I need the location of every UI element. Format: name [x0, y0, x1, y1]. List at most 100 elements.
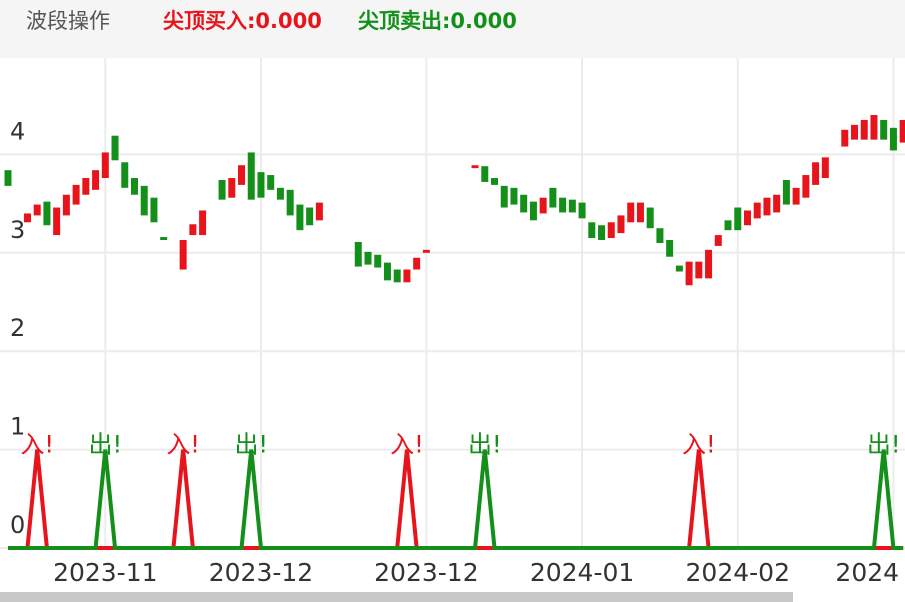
candle: [111, 135, 119, 161]
scrollbar[interactable]: [0, 592, 793, 602]
signal-line: [8, 449, 904, 550]
candle: [383, 262, 391, 281]
candle: [92, 170, 100, 190]
candle: [140, 185, 148, 216]
candle: [500, 185, 508, 208]
signal-label: 出!: [468, 431, 502, 459]
signal-label: 出!: [88, 431, 122, 459]
candle: [481, 166, 489, 182]
candle: [539, 197, 547, 214]
candle: [306, 207, 314, 226]
candle: [880, 119, 888, 140]
candle: [714, 235, 722, 246]
candle: [627, 202, 635, 223]
candle: [23, 213, 31, 223]
candle: [62, 194, 70, 216]
candle: [286, 189, 294, 216]
candle: [422, 249, 430, 253]
candle: [899, 119, 905, 143]
x-tick-label: 2023-11: [53, 558, 157, 587]
candle: [705, 249, 713, 279]
x-tick-label: 2023-12: [209, 558, 313, 587]
candle: [315, 202, 323, 221]
signal-label: 出!: [234, 431, 268, 459]
candle: [724, 220, 732, 231]
candle: [491, 178, 498, 185]
candle: [354, 241, 362, 267]
candle: [228, 178, 236, 198]
candle: [53, 207, 61, 236]
candle: [734, 207, 742, 231]
candle: [666, 240, 674, 257]
candle: [72, 184, 80, 205]
candle: [247, 152, 255, 200]
candle: [82, 178, 90, 195]
candle: [821, 157, 829, 179]
candle: [510, 187, 518, 205]
candle: [529, 201, 537, 221]
x-tick-label: 2024: [835, 558, 899, 587]
candle: [160, 237, 168, 241]
candle: [851, 124, 859, 140]
candle: [121, 162, 129, 188]
signal-label: 入!: [682, 431, 716, 459]
legend-buy: 尖顶买入:0.000: [163, 9, 322, 33]
candle: [870, 115, 878, 140]
candle: [393, 269, 401, 283]
x-tick-label: 2024-01: [530, 558, 634, 587]
x-tick-label: 2023-12: [374, 558, 478, 587]
candle: [763, 197, 771, 216]
candle: [841, 129, 849, 147]
signal-label: 入!: [390, 431, 424, 459]
candle: [753, 202, 761, 219]
candle: [4, 170, 12, 186]
candle: [199, 210, 207, 236]
candle: [471, 165, 479, 169]
candle: [889, 127, 897, 151]
candle: [364, 251, 372, 265]
candle: [150, 197, 158, 223]
signal-line: [8, 449, 904, 550]
y-tick-label: 4: [10, 117, 25, 145]
candle: [802, 175, 810, 198]
candle: [549, 187, 557, 208]
candle: [559, 197, 567, 213]
y-tick-label: 1: [10, 413, 25, 441]
candle: [695, 261, 703, 279]
candle: [33, 204, 41, 216]
candle: [636, 202, 644, 223]
candle: [675, 265, 683, 272]
y-tick-label: 0: [10, 511, 25, 539]
candle: [812, 162, 820, 185]
x-tick-label: 2024-02: [686, 558, 790, 587]
legend-sell: 尖顶卖出:0.000: [358, 9, 517, 33]
candle: [179, 240, 187, 270]
candle: [374, 254, 382, 268]
y-tick-label: 3: [10, 216, 25, 244]
candle: [743, 210, 751, 226]
candle: [617, 215, 625, 234]
candle: [792, 187, 800, 205]
signal-label: 入!: [20, 431, 54, 459]
candle: [189, 224, 197, 236]
candle: [130, 178, 138, 195]
candle: [685, 261, 693, 286]
candle: [646, 207, 654, 229]
candle: [267, 175, 275, 190]
candle: [403, 269, 411, 283]
candle: [43, 201, 51, 226]
candle: [101, 152, 109, 179]
candle: [656, 228, 664, 243]
candle: [782, 179, 790, 205]
candle: [860, 119, 868, 140]
candle: [598, 225, 606, 241]
header-bg: [0, 0, 905, 58]
candle: [578, 202, 586, 219]
title: 波段操作: [26, 9, 110, 33]
candle: [413, 257, 421, 270]
candle: [773, 194, 781, 213]
candle: [607, 222, 615, 239]
candle: [588, 222, 596, 239]
candle: [238, 165, 246, 185]
